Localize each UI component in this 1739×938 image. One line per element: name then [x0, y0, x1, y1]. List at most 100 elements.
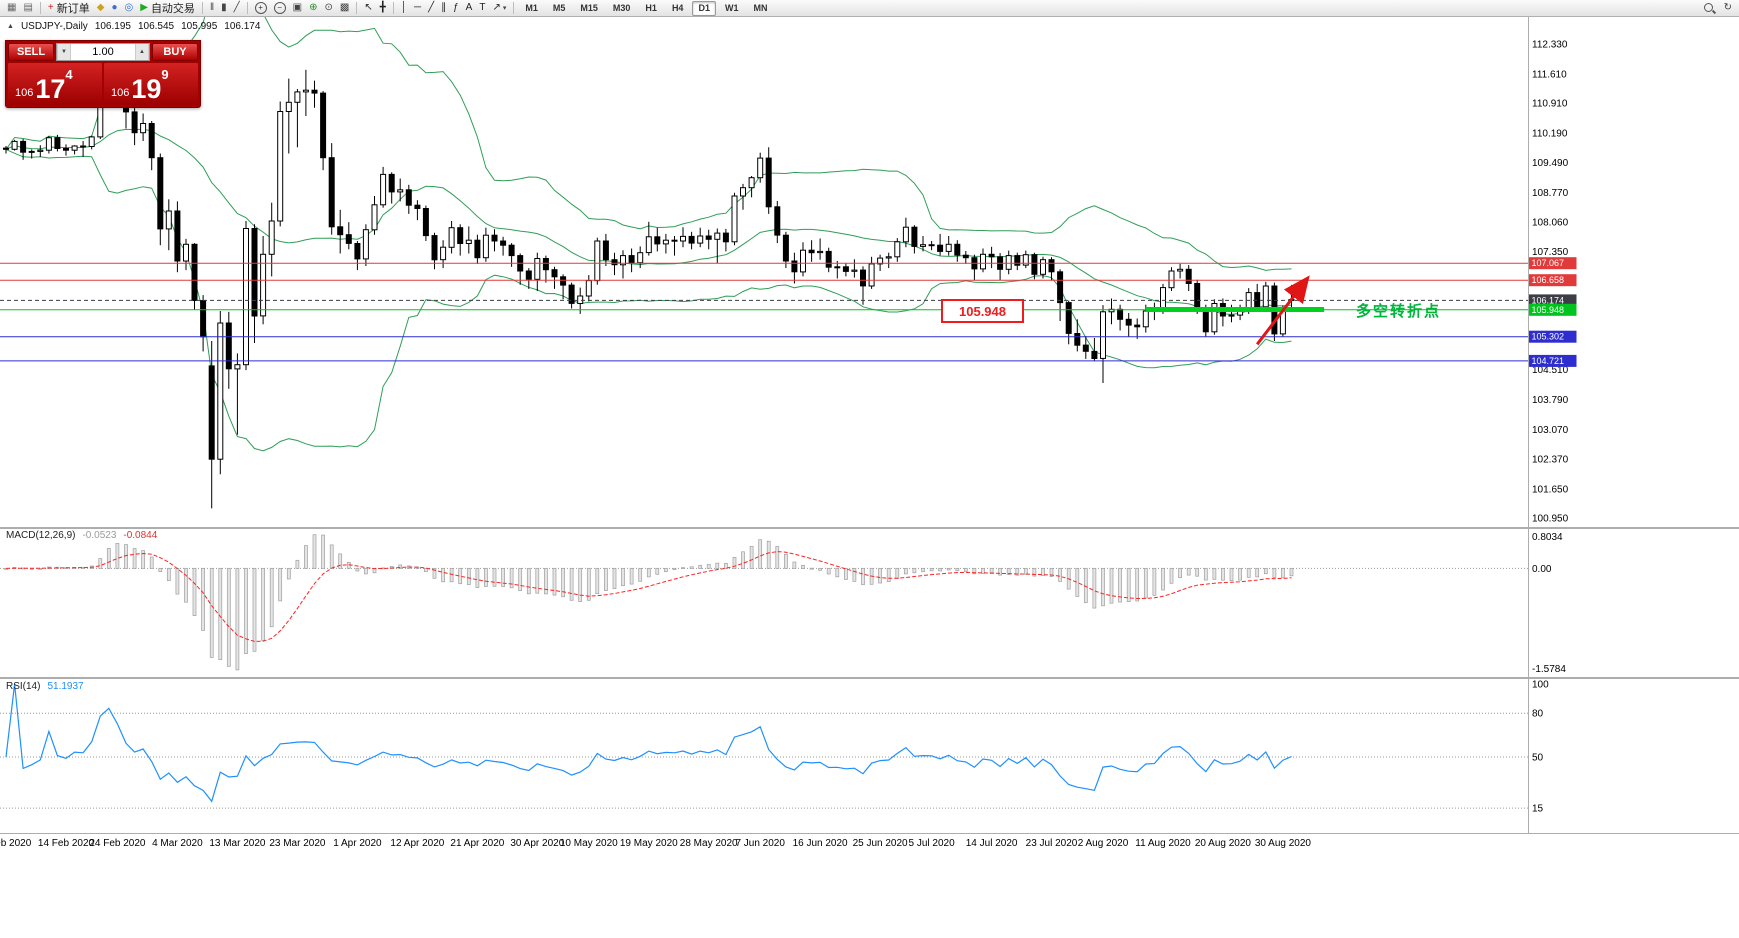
timeframe-m5[interactable]: M5: [552, 2, 566, 13]
tile-windows-icon[interactable]: ▣: [292, 2, 303, 13]
svg-text:107.067: 107.067: [1532, 258, 1565, 268]
svg-text:11 Aug 2020: 11 Aug 2020: [1135, 838, 1191, 849]
svg-text:80: 80: [1532, 709, 1544, 720]
text-icon[interactable]: A: [465, 2, 473, 13]
svg-text:21 Apr 2020: 21 Apr 2020: [450, 838, 504, 849]
timeframe-m30[interactable]: M30: [612, 2, 631, 13]
svg-text:111.610: 111.610: [1532, 70, 1567, 81]
buy-price-display[interactable]: 106 19 9: [104, 63, 198, 105]
svg-text:112.330: 112.330: [1532, 40, 1568, 51]
rsi-panel: [0, 683, 1528, 809]
svg-text:104.510: 104.510: [1532, 365, 1569, 376]
svg-text:100.950: 100.950: [1532, 514, 1569, 525]
macd-axis: 0.8034 0.00 -1.5784: [1532, 532, 1566, 675]
line-chart-icon[interactable]: ╱: [233, 2, 240, 13]
svg-text:0.00: 0.00: [1532, 564, 1552, 575]
trend-arrow[interactable]: [1256, 275, 1310, 346]
timeframe-mn[interactable]: MN: [753, 2, 768, 13]
bar-chart-icon[interactable]: ‖: [209, 2, 215, 13]
volume-increase-button[interactable]: ▲: [135, 44, 149, 60]
periods-icon[interactable]: ⊙: [324, 2, 333, 13]
svg-text:103.790: 103.790: [1532, 395, 1569, 406]
svg-text:30 Aug 2020: 30 Aug 2020: [1255, 838, 1312, 849]
svg-text:50: 50: [1532, 753, 1544, 764]
timeframe-h1[interactable]: H1: [645, 2, 657, 13]
svg-text:4 Mar 2020: 4 Mar 2020: [152, 838, 203, 849]
svg-text:102.370: 102.370: [1532, 454, 1569, 465]
crosshair-icon[interactable]: ╋: [379, 2, 386, 13]
svg-text:23 Mar 2020: 23 Mar 2020: [269, 838, 326, 849]
toolbar-sep: [513, 2, 515, 14]
toolbar-sep: [392, 2, 394, 14]
timeframe-w1[interactable]: W1: [724, 2, 739, 13]
svg-text:14 Jul 2020: 14 Jul 2020: [966, 838, 1018, 849]
metaeditor-icon[interactable]: ◆: [96, 2, 105, 13]
svg-text:109.490: 109.490: [1532, 158, 1569, 169]
panel-separators[interactable]: [0, 17, 1739, 834]
sell-price-sup: 4: [65, 67, 73, 82]
trade-prices-row: 106 17 4 106 19 9: [6, 63, 200, 107]
timeframe-h4[interactable]: H4: [671, 2, 684, 13]
svg-text:106.174: 106.174: [1532, 295, 1565, 305]
new-order-button[interactable]: + 新订单: [47, 2, 90, 16]
templates-icon[interactable]: ▩: [339, 2, 350, 13]
rsi-value: 51.1937: [47, 681, 84, 692]
svg-text:105.948: 105.948: [1532, 305, 1565, 315]
one-click-collapse-icon[interactable]: ▲: [7, 23, 14, 30]
toolbar-sep: [39, 2, 41, 14]
zoom-out-icon[interactable]: −: [271, 1, 289, 16]
svg-text:110.190: 110.190: [1532, 129, 1568, 140]
search-icon[interactable]: [1703, 2, 1716, 15]
rsi-label: RSI(14): [6, 681, 41, 692]
svg-text:104.721: 104.721: [1532, 356, 1565, 366]
candle-chart-icon[interactable]: ▮: [221, 2, 227, 13]
chart-close-value: 106.174: [224, 21, 261, 32]
price-annotation-box[interactable]: 105.948: [941, 299, 1024, 323]
sell-price-display[interactable]: 106 17 4: [8, 63, 102, 105]
svg-text:101.650: 101.650: [1532, 484, 1569, 495]
trade-controls-row: SELL ▼ ▲ BUY: [6, 41, 200, 63]
new-chart-icon[interactable]: ▦: [7, 2, 17, 13]
trend-segment[interactable]: [1145, 307, 1325, 312]
svg-text:28 May 2020: 28 May 2020: [680, 838, 738, 849]
market-watch-icon[interactable]: ●: [111, 2, 118, 13]
macd-label-row: MACD(12,26,9) -0.0523 -0.0844: [6, 530, 157, 541]
chart-info-line: ▲ USDJPY-,Daily 106.195 106.545 105.995 …: [7, 21, 260, 32]
timeframe-m15[interactable]: M15: [580, 2, 598, 13]
price-axis: 112.330 111.610 110.910 110.190 109.490 108.7…: [1532, 40, 1569, 525]
sell-button[interactable]: SELL: [8, 43, 54, 61]
navigator-icon[interactable]: ◎: [124, 2, 134, 13]
svg-text:106.658: 106.658: [1532, 275, 1565, 285]
svg-text:1 Apr 2020: 1 Apr 2020: [333, 838, 382, 849]
arrows-icon[interactable]: ↗ ▾: [492, 2, 507, 13]
rsi-label-row: RSI(14) 51.1937: [6, 681, 84, 692]
macd-main-value: -0.0523: [82, 530, 117, 541]
timeframe-d1[interactable]: D1: [692, 0, 716, 16]
label-icon[interactable]: T: [479, 2, 486, 13]
macd-label: MACD(12,26,9): [6, 530, 76, 541]
svg-text:30 Apr 2020: 30 Apr 2020: [510, 838, 564, 849]
profiles-icon[interactable]: ▤: [23, 2, 33, 13]
cursor-icon[interactable]: ↖: [364, 2, 373, 13]
volume-input[interactable]: [71, 44, 135, 60]
channel-icon[interactable]: ∥: [441, 2, 447, 13]
buy-button[interactable]: BUY: [152, 43, 198, 61]
indicators-icon[interactable]: ⊕: [309, 2, 318, 13]
autotrading-button[interactable]: ▶ 自动交易: [140, 2, 195, 16]
candles-layer: [3, 48, 1295, 509]
chart-high-value: 106.545: [137, 21, 175, 32]
timeframe-m1[interactable]: M1: [525, 2, 538, 13]
fibonacci-icon[interactable]: ƒ: [453, 2, 459, 13]
horizontal-line-icon[interactable]: ─: [413, 2, 422, 13]
svg-text:10 May 2020: 10 May 2020: [560, 838, 618, 849]
svg-text:2 Aug 2020: 2 Aug 2020: [1078, 838, 1129, 849]
pivot-annotation-text[interactable]: 多空转折点: [1356, 303, 1442, 320]
vertical-line-icon[interactable]: │: [400, 2, 407, 13]
svg-text:5 Feb 2020: 5 Feb 2020: [0, 838, 32, 849]
trendline-icon[interactable]: ╱: [428, 2, 435, 13]
toolbar-sep: [201, 2, 203, 14]
refresh-icon[interactable]: ↻: [1723, 2, 1732, 13]
volume-decrease-button[interactable]: ▼: [57, 44, 71, 60]
zoom-in-icon[interactable]: +: [252, 1, 270, 16]
